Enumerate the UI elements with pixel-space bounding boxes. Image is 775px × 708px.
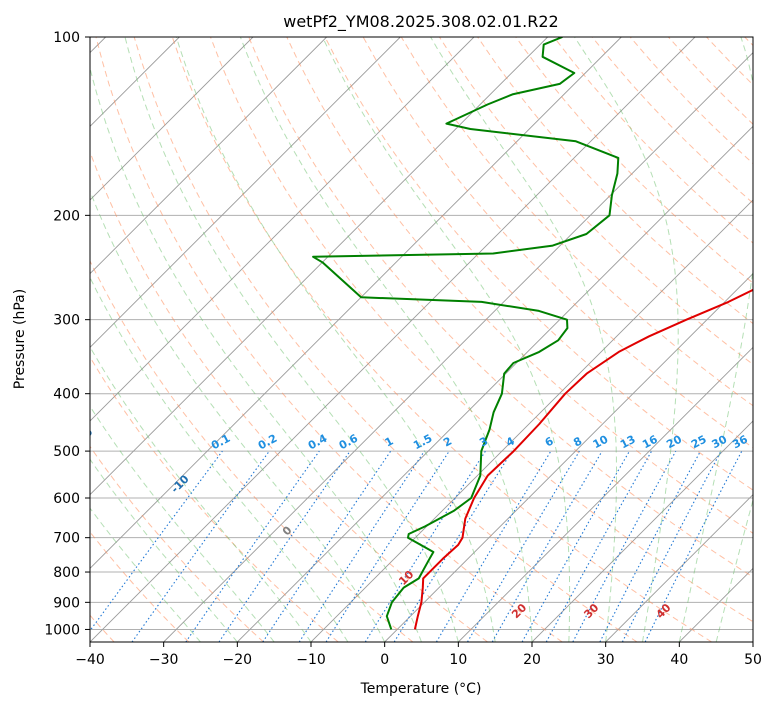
isotherm-line — [163, 52, 753, 642]
y-axis-title: Pressure (hPa) — [12, 289, 28, 389]
dry-adiabat-line — [90, 445, 264, 642]
moist-adiabat-line — [90, 189, 386, 642]
mixing-ratio-label: 20 — [664, 432, 684, 451]
isotherm-line — [458, 346, 753, 642]
axes-layer: −40 −30 −20 −10 0 10 20 30 40 50 100 200 300 400 500 60… — [44, 30, 762, 668]
mixing-ratio-label: 36 — [730, 433, 750, 452]
dry-adiabat-line — [286, 37, 753, 534]
x-tick-label: 40 — [670, 652, 688, 668]
y-tick-label: 300 — [53, 313, 80, 329]
mixing-ratio-line — [572, 450, 677, 642]
mixing-ratio-line — [298, 450, 425, 642]
x-tick-label: 30 — [597, 652, 615, 668]
x-tick-label: −20 — [223, 652, 253, 668]
moist-adiabat-line — [90, 276, 349, 642]
x-tick-label: −30 — [149, 652, 179, 668]
moist-adiabat-line — [90, 345, 312, 642]
isotherm-line — [90, 37, 475, 422]
mixing-ratio-line — [90, 450, 223, 632]
y-tick-label: 500 — [53, 444, 80, 460]
dry-adiabat-label: -20 — [72, 425, 95, 448]
moist-adiabat-line — [574, 37, 679, 642]
temperature-profile-line — [413, 288, 753, 630]
dry-adiabat-line — [90, 356, 339, 642]
mixing-ratio-line — [185, 450, 320, 642]
dry-adiabat-line — [133, 37, 638, 642]
moist-adiabat-line — [322, 37, 571, 642]
dry-adiabat-line — [171, 37, 712, 642]
mixing-ratio-line — [325, 450, 450, 642]
dry-adiabat-line — [90, 259, 414, 642]
y-tick-label: 1000 — [44, 622, 80, 638]
mixing-ratio-label: 13 — [618, 433, 638, 452]
x-axis-title: Temperature (°C) — [360, 681, 482, 697]
mixing-ratio-line — [644, 450, 743, 642]
y-tick-label: 900 — [53, 595, 80, 611]
isotherm-line — [90, 37, 548, 496]
moist-adiabat-line — [175, 37, 496, 642]
isotherm-line — [384, 273, 753, 642]
mixing-ratio-label: 10 — [591, 432, 611, 451]
isotherm-line — [237, 125, 753, 642]
mixing-ratio-label: 25 — [689, 433, 709, 452]
isotherm-line — [90, 37, 622, 569]
mixing-ratio-line — [218, 450, 351, 642]
moist-adiabat-line — [124, 37, 459, 642]
dry-adiabat-line — [95, 37, 563, 642]
y-tick-label: 200 — [53, 208, 80, 224]
x-tick-label: 20 — [523, 652, 541, 668]
x-tick-label: 50 — [744, 652, 762, 668]
y-tick-label: 100 — [53, 30, 80, 46]
isotherm-line — [90, 37, 401, 348]
moist-adiabat-line — [90, 405, 275, 642]
mixing-ratio-label: 16 — [640, 433, 660, 452]
mixing-ratio-line — [131, 450, 270, 642]
x-tick-label: −10 — [296, 652, 326, 668]
moist-adiabat-line — [90, 507, 201, 642]
dry-adiabat-line — [210, 37, 753, 623]
moist-adiabat-line — [239, 37, 533, 642]
y-tick-label: 800 — [53, 565, 80, 581]
isotherm-line — [531, 420, 753, 642]
isotherm-line — [90, 37, 254, 201]
x-tick-label: 0 — [380, 652, 389, 668]
mixing-ratio-line — [521, 450, 630, 642]
moist-adiabat-line — [430, 37, 617, 642]
moist-adiabat-line — [90, 65, 422, 642]
dry-adiabat-line — [515, 37, 753, 284]
moist-adiabat-line — [715, 498, 753, 642]
x-tick-label: 10 — [449, 652, 467, 668]
plot-frame — [89, 36, 754, 643]
isotherm-line — [605, 494, 753, 642]
moist-adiabat-line — [678, 37, 753, 642]
isotherm-line — [90, 37, 327, 275]
x-tick-label: −40 — [75, 652, 105, 668]
plot-lines-layer — [90, 37, 753, 642]
moist-adiabat-line — [90, 458, 238, 642]
mixing-ratio-line — [545, 450, 653, 642]
chart-title: wetPf2_YM08.2025.308.02.01.R22 — [283, 12, 558, 32]
y-tick-label: 700 — [53, 531, 80, 547]
dry-adiabat-line — [248, 37, 753, 578]
mixing-ratio-line — [262, 450, 392, 642]
mixing-ratio-line — [393, 450, 513, 642]
y-tick-label: 600 — [53, 491, 80, 507]
mixing-ratio-label: 30 — [710, 433, 730, 452]
dewpoint-profile-line — [312, 37, 620, 630]
dry-adiabat-line — [324, 37, 753, 491]
y-tick-label: 400 — [53, 387, 80, 403]
